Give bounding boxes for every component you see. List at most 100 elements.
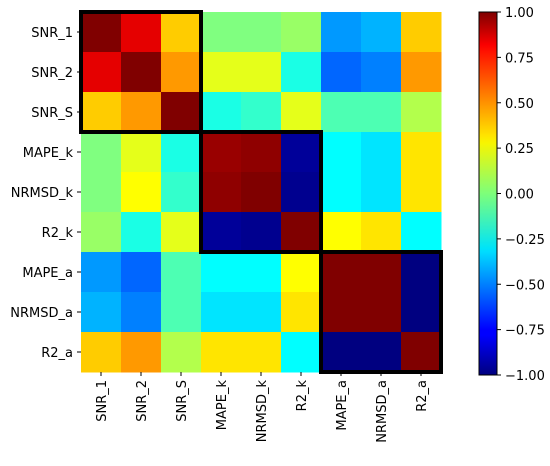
heatmap-cell-SNR_S-MAPE_k (201, 92, 242, 133)
colorbar: 1.00 0.75 0.50 0.25 0.00 −0.25 −0.50 −0.75 −1.00 (478, 6, 545, 384)
heatmap-cell-MAPE_a-SNR_1 (81, 252, 122, 293)
colorbar-tick-label: 0.25 (505, 142, 534, 157)
heatmap-cell-MAPE_a-SNR_2 (121, 252, 162, 293)
heatmap-cell-NRMSD_k-R2_a (401, 172, 442, 213)
heatmap-cell-SNR_S-NRMSD_a (361, 92, 402, 133)
colorbar-gradient (478, 11, 498, 376)
heatmap-cell-NRMSD_k-MAPE_k (201, 172, 242, 213)
heatmap-cell-R2_k-SNR_1 (81, 212, 122, 253)
heatmap-cell-MAPE_a-NRMSD_a (361, 252, 402, 293)
heatmap-cell-SNR_1-NRMSD_k (241, 12, 282, 53)
heatmap-cell-R2_a-MAPE_k (201, 332, 242, 373)
heatmap-cell-SNR_1-SNR_S (161, 12, 202, 53)
heatmap-cell-MAPE_k-SNR_1 (81, 132, 122, 173)
colorbar-tick-label: 0.50 (505, 97, 534, 112)
heatmap-cell-NRMSD_k-NRMSD_a (361, 172, 402, 213)
heatmap-cell-MAPE_a-R2_k (281, 252, 322, 293)
heatmap-cell-NRMSD_k-R2_k (281, 172, 322, 213)
y-tick-label-R2_a: R2_a (41, 346, 73, 361)
colorbar-tick-label: −1.00 (505, 369, 545, 384)
heatmap-cell-SNR_S-SNR_S (161, 92, 202, 133)
heatmap-cell-MAPE_a-MAPE_a (321, 252, 362, 293)
heatmap-cell-SNR_1-MAPE_k (201, 12, 242, 53)
y-tick-label-SNR_S: SNR_S (31, 106, 73, 121)
colorbar-tick-label: −0.50 (505, 278, 545, 293)
colorbar-tick-label: 0.00 (505, 188, 534, 203)
x-tick-label-NRMSD_k: NRMSD_k (255, 380, 270, 443)
heatmap-cell-SNR_1-SNR_1 (81, 12, 122, 53)
heatmap-cell-NRMSD_a-MAPE_a (321, 292, 362, 333)
y-tick-label-SNR_2: SNR_2 (31, 66, 73, 81)
heatmap-cell-NRMSD_a-NRMSD_k (241, 292, 282, 333)
heatmap-cell-SNR_S-SNR_1 (81, 92, 122, 133)
heatmap-cell-R2_a-SNR_2 (121, 332, 162, 373)
x-tick-label-SNR_2: SNR_2 (135, 380, 150, 422)
heatmap-cell-R2_a-NRMSD_k (241, 332, 282, 373)
heatmap-cell-SNR_S-R2_a (401, 92, 442, 133)
heatmap-cell-SNR_2-NRMSD_a (361, 52, 402, 93)
heatmap-cell-R2_k-MAPE_k (201, 212, 242, 253)
heatmap-cell-R2_a-R2_a (401, 332, 442, 373)
heatmap-cell-MAPE_k-SNR_S (161, 132, 202, 173)
heatmap-cell-R2_a-MAPE_a (321, 332, 362, 373)
heatmap-cell-SNR_2-SNR_1 (81, 52, 122, 93)
heatmap-cell-R2_k-SNR_S (161, 212, 202, 253)
heatmap-cell-MAPE_k-MAPE_a (321, 132, 362, 173)
heatmap-cell-R2_k-NRMSD_k (241, 212, 282, 253)
heatmap-cell-NRMSD_k-SNR_1 (81, 172, 122, 213)
heatmap-cell-MAPE_k-NRMSD_k (241, 132, 282, 173)
heatmap-cell-SNR_2-R2_a (401, 52, 442, 93)
heatmap-cell-MAPE_k-NRMSD_a (361, 132, 402, 173)
y-tick-label-R2_k: R2_k (42, 226, 74, 241)
heatmap-cells (81, 12, 442, 373)
y-tick-label-MAPE_k: MAPE_k (23, 146, 74, 161)
heatmap-cell-R2_k-R2_a (401, 212, 442, 253)
heatmap-cell-NRMSD_a-SNR_S (161, 292, 202, 333)
heatmap-cell-SNR_2-SNR_2 (121, 52, 162, 93)
heatmap-cell-NRMSD_a-R2_a (401, 292, 442, 333)
colorbar-tick-label: 0.75 (505, 51, 534, 66)
heatmap-cell-MAPE_a-MAPE_k (201, 252, 242, 293)
heatmap-cell-R2_a-R2_k (281, 332, 322, 373)
y-axis-tick-labels: SNR_1 SNR_2 SNR_S MAPE_k NRMSD_k R2_k MAPE_a NR… (10, 26, 81, 361)
x-tick-label-NRMSD_a: NRMSD_a (375, 380, 390, 443)
x-axis-tick-labels: SNR_1 SNR_2 SNR_S MAPE_k NRMSD_k R2_k MAPE_a NR… (95, 372, 430, 443)
heatmap-cell-R2_a-SNR_S (161, 332, 202, 373)
heatmap-cell-SNR_1-NRMSD_a (361, 12, 402, 53)
x-tick-label-MAPE_a: MAPE_a (335, 380, 350, 431)
heatmap-cell-SNR_1-R2_a (401, 12, 442, 53)
heatmap-cell-SNR_2-R2_k (281, 52, 322, 93)
heatmap-cell-MAPE_k-MAPE_k (201, 132, 242, 173)
y-tick-label-SNR_1: SNR_1 (31, 26, 73, 41)
y-tick-label-NRMSD_k: NRMSD_k (11, 186, 74, 201)
heatmap-cell-R2_k-MAPE_a (321, 212, 362, 253)
heatmap-cell-NRMSD_a-SNR_1 (81, 292, 122, 333)
heatmap-cell-SNR_S-MAPE_a (321, 92, 362, 133)
heatmap-cell-NRMSD_k-SNR_S (161, 172, 202, 213)
heatmap-cell-SNR_2-NRMSD_k (241, 52, 282, 93)
heatmap-cell-NRMSD_a-R2_k (281, 292, 322, 333)
x-tick-label-SNR_1: SNR_1 (95, 380, 110, 422)
heatmap-cell-MAPE_a-R2_a (401, 252, 442, 293)
heatmap-cell-MAPE_a-SNR_S (161, 252, 202, 293)
heatmap-cell-NRMSD_k-NRMSD_k (241, 172, 282, 213)
heatmap-cell-R2_k-R2_k (281, 212, 322, 253)
colorbar-tick-label: −0.25 (505, 233, 545, 248)
heatmap-cell-SNR_S-R2_k (281, 92, 322, 133)
heatmap-cell-NRMSD_a-MAPE_k (201, 292, 242, 333)
colorbar-tick-label: −0.75 (505, 324, 545, 339)
heatmap-cell-NRMSD_a-NRMSD_a (361, 292, 402, 333)
heatmap-cell-SNR_1-MAPE_a (321, 12, 362, 53)
heatmap-cell-SNR_1-R2_k (281, 12, 322, 53)
heatmap-cell-R2_k-SNR_2 (121, 212, 162, 253)
colorbar-tick-label: 1.00 (505, 6, 534, 21)
heatmap-cell-MAPE_a-NRMSD_k (241, 252, 282, 293)
heatmap-cell-MAPE_k-R2_a (401, 132, 442, 173)
heatmap-cell-SNR_1-SNR_2 (121, 12, 162, 53)
x-tick-label-MAPE_k: MAPE_k (215, 380, 230, 431)
heatmap-cell-R2_a-NRMSD_a (361, 332, 402, 373)
heatmap-cell-R2_a-SNR_1 (81, 332, 122, 373)
x-tick-label-R2_a: R2_a (415, 380, 430, 412)
